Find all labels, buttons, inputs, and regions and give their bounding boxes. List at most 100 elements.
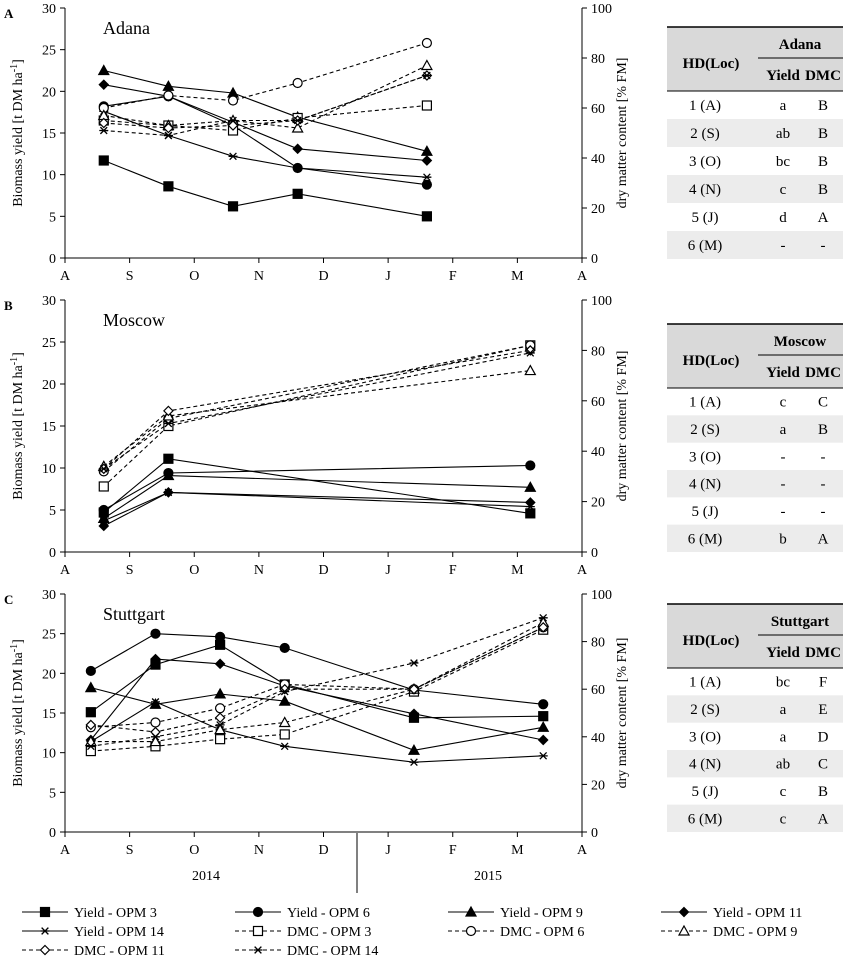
y-tick-label-left: 0: [49, 826, 56, 841]
table-cell-hd: 1 (A): [689, 98, 721, 114]
y-tick-label-left: 25: [42, 336, 56, 351]
data-point: [228, 116, 238, 125]
x-tick-label: D: [318, 843, 328, 858]
data-point: [163, 419, 173, 428]
x-tick-label: J: [385, 563, 391, 578]
legend-item: DMC - OPM 14: [235, 944, 378, 959]
data-point: [99, 465, 109, 473]
data-point: [214, 687, 227, 699]
series-line: [103, 65, 428, 129]
x-tick-label: S: [126, 843, 134, 858]
data-point: [279, 729, 290, 740]
series-dmc-opm-6: [98, 37, 432, 114]
legend-label: DMC - OPM 11: [74, 944, 165, 959]
y-tick-label-right: 80: [591, 52, 605, 67]
data-point: [150, 698, 160, 706]
chart-title: Adana: [103, 18, 150, 38]
table-row-stripe: [667, 119, 843, 147]
data-point: [422, 71, 432, 80]
data-point: [278, 694, 291, 706]
x-tick-label: N: [254, 563, 264, 578]
y-tick-label-right: 60: [591, 102, 605, 117]
legend-marker: [39, 906, 51, 918]
y-tick-label-right: 60: [591, 683, 605, 698]
panel-C: C 0 5 10 15 20 25 30 0 20 40 60 80 100 A S O N D J F M A Biomas…: [4, 588, 843, 858]
table-cell-hd: 4 (N): [689, 757, 721, 773]
data-point: [525, 349, 535, 357]
legend: Yield - OPM 3 Yield - OPM 6 Yield - OPM 9 Y…: [22, 905, 802, 959]
table-cell-yield: c: [780, 395, 787, 411]
table-header-loc: HD(Loc): [683, 633, 740, 649]
y-tick-label-left: 5: [49, 504, 56, 519]
data-point: [98, 155, 109, 166]
data-point: [215, 703, 226, 714]
data-point: [525, 460, 536, 471]
data-point: [293, 164, 303, 172]
series-line: [103, 110, 427, 178]
data-point: [99, 126, 109, 135]
x-tick-label: A: [577, 269, 588, 284]
table-cell-yield: a: [780, 702, 787, 718]
table-cell-hd: 6 (M): [688, 238, 723, 254]
legend-marker: [253, 946, 263, 954]
y-tick-label-left: 20: [42, 667, 56, 682]
series-line: [103, 344, 531, 487]
y-tick-label-left: 0: [49, 546, 56, 561]
legend-label: DMC - OPM 14: [287, 944, 378, 959]
data-point: [228, 152, 238, 161]
data-point: [214, 658, 226, 670]
table-row-stripe: [667, 804, 843, 832]
data-point: [163, 131, 173, 140]
y-axis-title-left: Biomass yield [t DM ha-1]: [9, 639, 26, 787]
x-tick-label: S: [126, 269, 134, 284]
x-tick-label: O: [189, 843, 199, 858]
table-cell-dmc: B: [818, 126, 828, 142]
series-line: [103, 159, 427, 217]
data-point: [214, 723, 227, 735]
table-cell-dmc: C: [818, 395, 828, 411]
series-line: [90, 629, 544, 752]
table-cell-dmc: A: [818, 210, 829, 226]
data-point: [538, 711, 549, 722]
data-point: [525, 502, 535, 511]
table-cell-yield: a: [780, 729, 787, 745]
data-point: [409, 758, 419, 767]
legend-item: Yield - OPM 9: [448, 905, 583, 921]
series-line: [90, 626, 544, 728]
significance-table: HD(Loc) Moscow Yield DMC 1 (A) c C 2 (S) a B 3 (O)…: [667, 323, 843, 552]
y-axis-title-right: dry matter content [% FM]: [615, 351, 630, 502]
panel-B: B 0 5 10 15 20 25 30 0 20 40 60 80 100 A S O N D J F M A Biomas…: [4, 294, 843, 578]
data-point: [537, 734, 549, 746]
table-cell-hd: 2 (S): [690, 702, 720, 718]
data-point: [421, 100, 432, 111]
data-point: [420, 59, 433, 71]
data-point: [163, 453, 174, 464]
series-line: [103, 69, 428, 152]
x-tick-label: N: [254, 269, 264, 284]
x-tick-label: M: [511, 563, 524, 578]
legend-item: Yield - OPM 14: [22, 925, 164, 940]
table-cell-yield: a: [780, 98, 787, 114]
y-tick-label-right: 20: [591, 778, 605, 793]
y-tick-label-left: 15: [42, 127, 56, 142]
year-label-2015: 2015: [474, 869, 502, 884]
table-cell-hd: 6 (M): [688, 531, 723, 547]
table-cell-dmc: -: [821, 477, 826, 493]
table-header-yield: Yield: [766, 365, 800, 381]
x-tick-label: A: [60, 269, 71, 284]
y-axis-title-right: dry matter content [% FM]: [615, 58, 630, 209]
legend-marker: [252, 925, 264, 937]
data-point: [85, 665, 96, 677]
data-point: [408, 708, 420, 720]
table-row-stripe: [667, 524, 843, 552]
table-row-stripe: [667, 415, 843, 443]
series-yield-opm-9: [97, 64, 433, 156]
y-tick-label-left: 25: [42, 44, 56, 59]
table-cell-yield: c: [780, 784, 787, 800]
y-tick-label-right: 0: [591, 546, 598, 561]
data-point: [84, 681, 97, 693]
data-point: [227, 95, 239, 106]
series-line: [90, 622, 544, 743]
y-tick-label-left: 15: [42, 420, 56, 435]
y-tick-label-left: 30: [42, 2, 56, 17]
